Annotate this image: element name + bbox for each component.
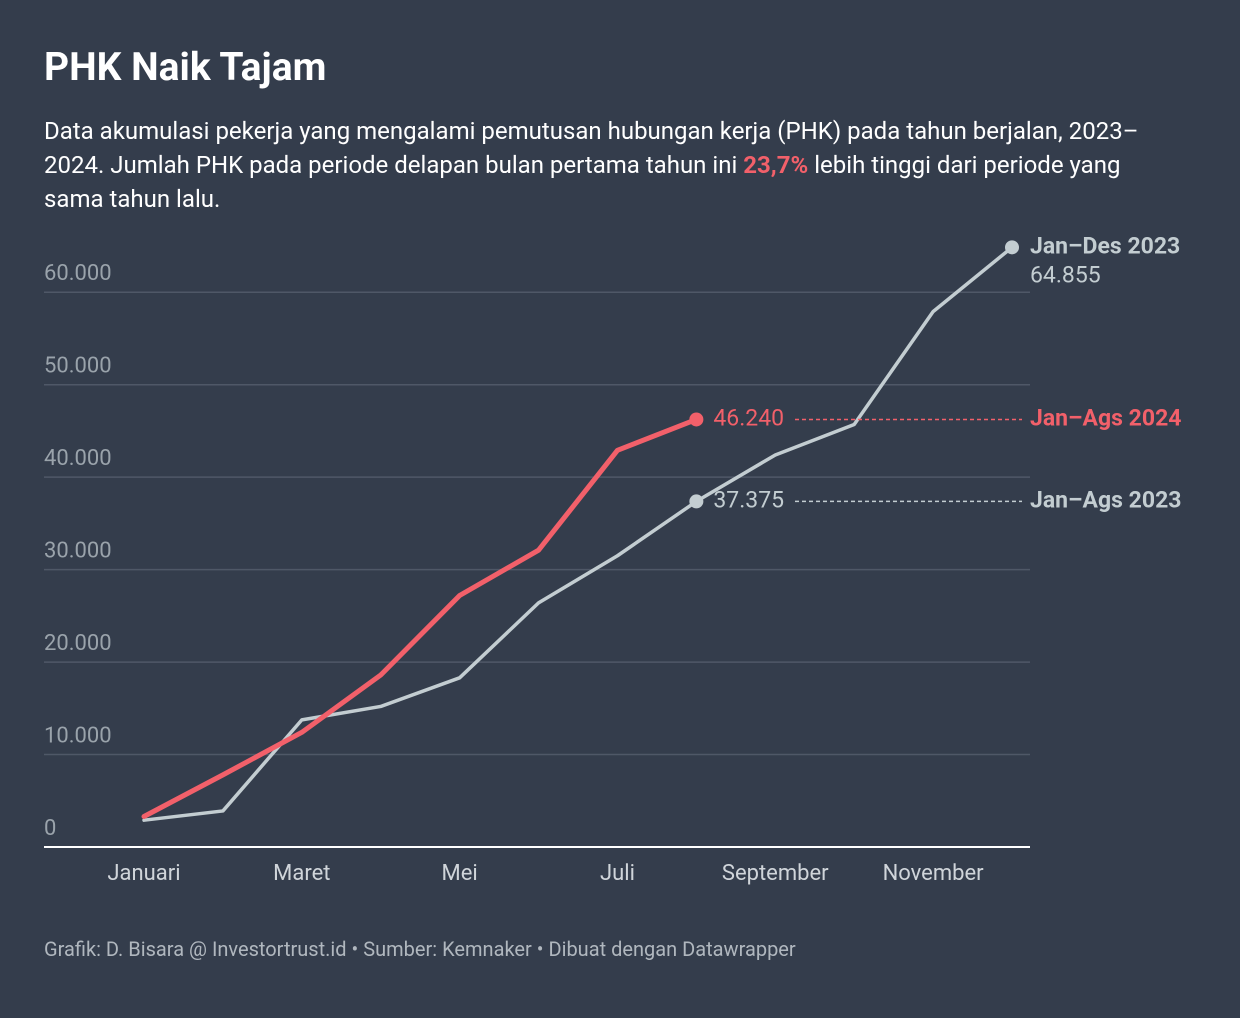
value-label: 64.855 [1030, 261, 1101, 288]
line [141, 416, 699, 819]
x-tick-label: September [722, 861, 829, 886]
x-tick-label: Maret [273, 861, 330, 886]
chart-title: PHK Naik Tajam [44, 44, 327, 90]
chart: 0 10.000 20.000 30.000 40.000 50.000 60.000 Jan… [44, 232, 1181, 886]
x-tick-label: Juli [600, 861, 635, 886]
x-tick-label: November [883, 861, 985, 886]
end-dot [1005, 240, 1019, 255]
y-tick-label: 30.000 [44, 538, 112, 563]
subtitle-highlight: 23,7% [743, 151, 809, 179]
subtitle-text: Data akumulasi pekerja yang mengalami pe… [44, 117, 1139, 179]
subtitle: Data akumulasi pekerja yang mengalami pe… [44, 114, 1144, 216]
y-tick-label: 20.000 [44, 631, 112, 656]
series-label: Jan–Ags 2024 [1030, 405, 1181, 432]
value-label: 46.240 [713, 405, 784, 432]
value-label: 37.375 [713, 487, 784, 514]
end-dot [689, 412, 704, 427]
end-dot [689, 494, 704, 509]
y-tick-label: 60.000 [44, 261, 112, 286]
y-tick-label: 0 [44, 816, 56, 841]
x-tick-label: Mei [442, 861, 478, 886]
subtitle-text: lebih tinggi dari periode yang sama tahu… [44, 151, 1121, 213]
series-label: Jan–Des 2023 [1030, 232, 1180, 259]
line [142, 245, 1014, 822]
y-tick-label: 10.000 [44, 723, 112, 748]
annotation-label: Jan–Ags 2023 [1030, 487, 1181, 514]
x-tick-label: Januari [107, 861, 180, 886]
footer: Grafik: D. Bisara @ Investortrust.id • S… [44, 937, 796, 961]
y-tick-label: 40.000 [44, 446, 112, 471]
y-tick-label: 50.000 [44, 354, 112, 379]
